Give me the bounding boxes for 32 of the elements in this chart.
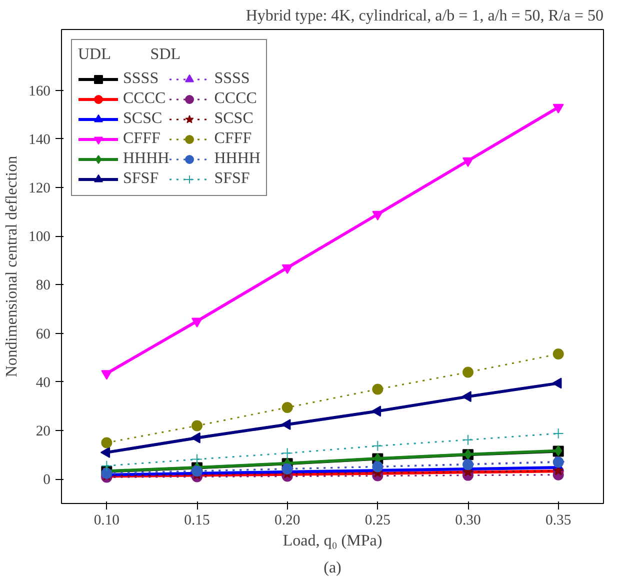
- legend-label: SFSF: [214, 170, 250, 188]
- x-tick-label: 0.35: [546, 512, 572, 528]
- legend-label: SCSC: [214, 110, 254, 128]
- y-tick-label: 0: [43, 472, 50, 488]
- x-tick-label: 0.20: [274, 512, 300, 528]
- legend-label: SSSS: [214, 70, 250, 88]
- text: (a): [324, 560, 342, 576]
- x-tick-label: 0.15: [184, 512, 210, 528]
- x-axis-title: Load, q₀ (MPa): [282, 532, 382, 550]
- legend-label: SCSC: [123, 110, 162, 128]
- x-tick-label: 0.10: [94, 512, 120, 528]
- legend-label: CCCC: [214, 90, 257, 108]
- legend-title: UDL SDL: [78, 46, 182, 64]
- legend-label: HHHH: [214, 150, 260, 168]
- y-tick-label: 120: [28, 180, 50, 196]
- y-tick-label: 20: [36, 424, 50, 440]
- legend-label: CFFF: [123, 130, 160, 148]
- x-tick-label: 0.25: [364, 512, 390, 528]
- x-tick-label: 0.30: [455, 512, 481, 528]
- y-tick-label: 100: [28, 229, 50, 246]
- y-axis-title: Nondimensional central deflection: [4, 156, 21, 378]
- legend-label: HHHH: [123, 150, 170, 168]
- y-tick-label: 60: [36, 326, 50, 342]
- legend-label: SFSF: [123, 170, 159, 188]
- y-tick-label: 40: [36, 374, 50, 391]
- y-tick-label: 160: [28, 83, 50, 100]
- legend-label: CCCC: [123, 90, 166, 108]
- y-tick-label: 140: [28, 132, 50, 148]
- legend-label: CFFF: [214, 130, 252, 148]
- legend-label: SSSS: [123, 70, 159, 88]
- chart-title: Hybrid type: 4K, cylindrical, a/b = 1, a/h = 50, R/a = 50: [246, 8, 604, 24]
- y-tick-label: 80: [36, 278, 50, 294]
